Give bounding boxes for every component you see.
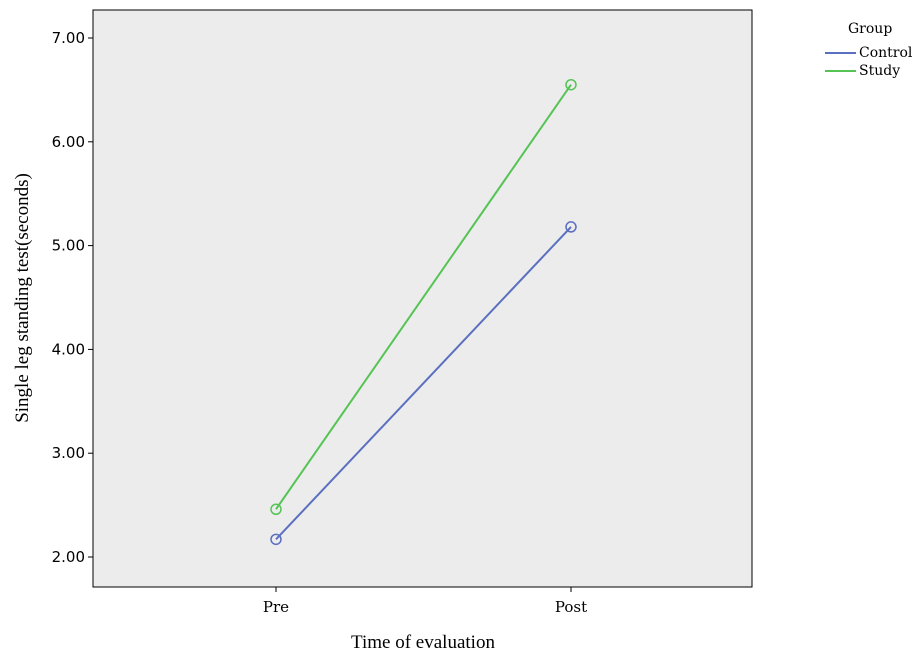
y-tick-label: 5.00 [52,237,85,255]
data-point-study-post [565,78,577,91]
series-layer [270,78,577,546]
y-tick-label: 3.00 [52,444,85,462]
y-tick-label: 7.00 [52,29,85,47]
series-line-study [275,84,572,510]
y-axis-ticks: 2.00 3.00 4.00 5.00 6.00 7.00 [52,29,93,566]
y-tick-label: 2.00 [52,548,85,566]
x-axis-ticks: Pre Post [263,587,587,616]
series-line-control [275,226,572,541]
legend-label-study: Study [859,63,900,79]
y-tick-label: 4.00 [52,340,85,358]
data-point-study-pre [270,503,282,516]
legend-label-control: Control [859,45,913,61]
x-tick-label: Post [555,598,587,616]
x-axis-title: Time of evaluation [351,632,495,653]
data-point-control-post [565,221,577,233]
legend: Group Control Study [825,21,913,79]
y-tick-label: 6.00 [52,133,85,151]
legend-title: Group [848,21,892,37]
y-axis-title: Single leg standing test(seconds) [12,173,33,423]
data-point-control-pre [270,533,282,546]
x-tick-label: Pre [263,598,289,616]
